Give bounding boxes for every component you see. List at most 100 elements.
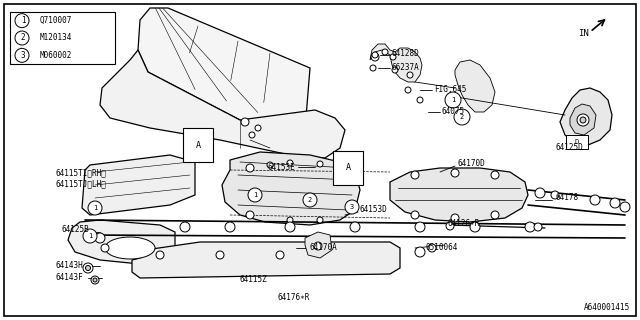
Polygon shape: [82, 155, 195, 215]
Polygon shape: [138, 8, 310, 148]
Circle shape: [620, 202, 630, 212]
Bar: [566, 135, 588, 149]
Text: 64170D: 64170D: [458, 159, 486, 169]
Circle shape: [372, 52, 378, 58]
Text: 2: 2: [20, 34, 26, 43]
Text: 64128D: 64128D: [392, 50, 420, 59]
Circle shape: [577, 114, 589, 126]
Circle shape: [88, 201, 102, 215]
Ellipse shape: [105, 237, 155, 259]
Text: 0510064: 0510064: [425, 244, 458, 252]
Circle shape: [525, 222, 535, 232]
Text: M120134: M120134: [40, 34, 72, 43]
Circle shape: [446, 222, 454, 230]
Text: 64115TI〈RH〉: 64115TI〈RH〉: [55, 169, 106, 178]
Circle shape: [411, 171, 419, 179]
Text: 2: 2: [308, 197, 312, 203]
Text: 64115TJ〈LH〉: 64115TJ〈LH〉: [55, 180, 106, 188]
Circle shape: [180, 222, 190, 232]
Text: 64178: 64178: [555, 194, 578, 203]
Circle shape: [246, 211, 254, 219]
Polygon shape: [570, 104, 596, 135]
Text: IN: IN: [578, 29, 589, 38]
Circle shape: [249, 132, 255, 138]
Circle shape: [491, 171, 499, 179]
Circle shape: [371, 53, 379, 61]
Circle shape: [470, 222, 480, 232]
Circle shape: [225, 222, 235, 232]
Circle shape: [246, 164, 254, 172]
Bar: [10, 12, 115, 64]
Circle shape: [392, 67, 398, 73]
Circle shape: [15, 48, 29, 62]
Circle shape: [83, 229, 97, 243]
Text: 3: 3: [20, 51, 26, 60]
Text: A640001415: A640001415: [584, 303, 630, 312]
Circle shape: [405, 87, 411, 93]
Text: 64143F: 64143F: [55, 274, 83, 283]
Text: 64170A: 64170A: [310, 244, 338, 252]
Circle shape: [445, 92, 461, 108]
Circle shape: [91, 276, 99, 284]
Circle shape: [451, 169, 459, 177]
Circle shape: [314, 242, 322, 250]
Circle shape: [267, 162, 273, 168]
Circle shape: [276, 251, 284, 259]
Circle shape: [411, 211, 419, 219]
Circle shape: [248, 188, 262, 202]
Text: 66237A: 66237A: [392, 62, 420, 71]
Text: 1: 1: [253, 192, 257, 198]
Circle shape: [86, 266, 90, 270]
Circle shape: [551, 191, 559, 199]
Circle shape: [83, 263, 93, 273]
Text: 64153E: 64153E: [268, 163, 295, 172]
Text: 64153D: 64153D: [360, 205, 388, 214]
Text: 2: 2: [460, 114, 464, 120]
Circle shape: [287, 217, 293, 223]
Circle shape: [535, 188, 545, 198]
Text: 1: 1: [88, 233, 92, 239]
Text: 64126∗R: 64126∗R: [448, 220, 481, 228]
Circle shape: [345, 200, 359, 214]
Circle shape: [580, 117, 586, 123]
Circle shape: [93, 278, 97, 282]
Circle shape: [287, 160, 293, 166]
Text: 64125D: 64125D: [555, 143, 583, 153]
Polygon shape: [560, 88, 612, 145]
Text: FIG.645: FIG.645: [434, 84, 467, 93]
Circle shape: [590, 195, 600, 205]
Circle shape: [317, 217, 323, 223]
Circle shape: [255, 125, 261, 131]
Text: 64075: 64075: [442, 107, 465, 116]
Text: D: D: [575, 139, 579, 145]
Circle shape: [336, 163, 344, 171]
Circle shape: [317, 161, 323, 167]
Polygon shape: [390, 168, 528, 222]
Circle shape: [216, 251, 224, 259]
Circle shape: [415, 247, 425, 257]
Text: 64125B: 64125B: [62, 226, 90, 235]
Text: 1: 1: [20, 16, 26, 25]
Text: A: A: [346, 164, 351, 172]
Circle shape: [415, 222, 425, 232]
Text: 1: 1: [93, 205, 97, 211]
Circle shape: [417, 97, 423, 103]
Circle shape: [101, 244, 109, 252]
Polygon shape: [305, 232, 332, 258]
Text: A: A: [195, 140, 200, 149]
Circle shape: [534, 223, 542, 231]
Text: 64176∗R: 64176∗R: [278, 292, 310, 301]
Polygon shape: [455, 60, 495, 112]
Circle shape: [390, 54, 396, 60]
Circle shape: [491, 211, 499, 219]
Text: 64115Z: 64115Z: [240, 276, 268, 284]
Circle shape: [156, 251, 164, 259]
Circle shape: [370, 65, 376, 71]
Circle shape: [15, 14, 29, 28]
Circle shape: [454, 109, 470, 125]
Polygon shape: [222, 152, 360, 225]
Circle shape: [610, 198, 620, 208]
Circle shape: [241, 118, 249, 126]
Text: Q710007: Q710007: [40, 16, 72, 25]
Circle shape: [15, 31, 29, 45]
